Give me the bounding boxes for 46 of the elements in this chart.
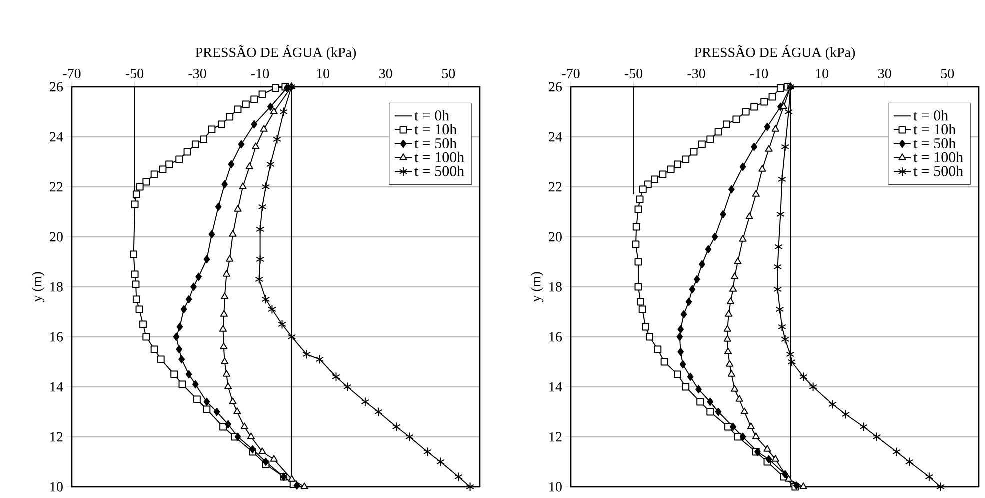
y-tick-label: 16	[550, 332, 562, 342]
y-tick-label: 14	[50, 382, 64, 392]
y-tick-label: 26	[549, 82, 562, 92]
x-tick-label: -10	[750, 69, 768, 78]
y-tick-label: 10	[550, 482, 562, 492]
x-axis-title: PRESSÃO DE ÁGUA (kPa)	[694, 45, 856, 60]
y-tick-label: 18	[550, 282, 562, 292]
legend-label: t = 10h	[914, 124, 956, 135]
x-tick-label: -10	[251, 69, 270, 78]
x-tick-label: 30	[380, 69, 392, 78]
y-tick-label: 26	[50, 82, 64, 92]
legend-label: t = 50h	[914, 138, 956, 149]
y-tick-label: 20	[50, 232, 63, 242]
legend-label: t = 0h	[414, 110, 450, 121]
legend-label: t = 500h	[414, 166, 464, 176]
y-tick-label: 12	[50, 432, 63, 442]
y-tick-label: 22	[549, 182, 562, 192]
x-tick-label: -30	[188, 69, 206, 78]
x-tick-label: 50	[442, 69, 456, 78]
x-tick-label: -70	[63, 69, 81, 78]
y-tick-label: 10	[50, 482, 63, 492]
y-tick-label: 18	[50, 282, 63, 292]
legend-label: t = 10h	[414, 124, 457, 135]
x-tick-label: 10	[317, 69, 330, 78]
y-tick-label: 14	[550, 382, 562, 392]
y-tick-label: 22	[50, 182, 63, 192]
x-tick-label: 10	[816, 69, 829, 78]
legend-label: t = 50h	[414, 138, 457, 149]
y-tick-label: 20	[549, 232, 562, 242]
legend-label: t = 100h	[414, 152, 464, 162]
legend-label: t = 500h	[914, 166, 964, 176]
y-axis-title: y (m)	[32, 272, 45, 302]
legend-label: t = 100h	[914, 152, 964, 162]
x-tick-label: 30	[878, 69, 892, 78]
x-tick-label: 50	[941, 69, 954, 78]
y-tick-label: 24	[50, 132, 64, 142]
legend-label: t = 0h	[914, 110, 948, 121]
x-tick-label: -50	[126, 69, 144, 78]
x-tick-label: -70	[562, 69, 580, 78]
y-axis-title: y (m)	[530, 272, 544, 302]
y-tick-label: 16	[50, 332, 64, 342]
y-tick-label: 12	[550, 432, 562, 442]
x-axis-title: PRESSÃO DE ÁGUA (kPa)	[196, 45, 356, 60]
x-tick-label: -30	[688, 69, 706, 78]
x-tick-label: -50	[624, 69, 643, 78]
y-tick-label: 24	[549, 132, 562, 142]
